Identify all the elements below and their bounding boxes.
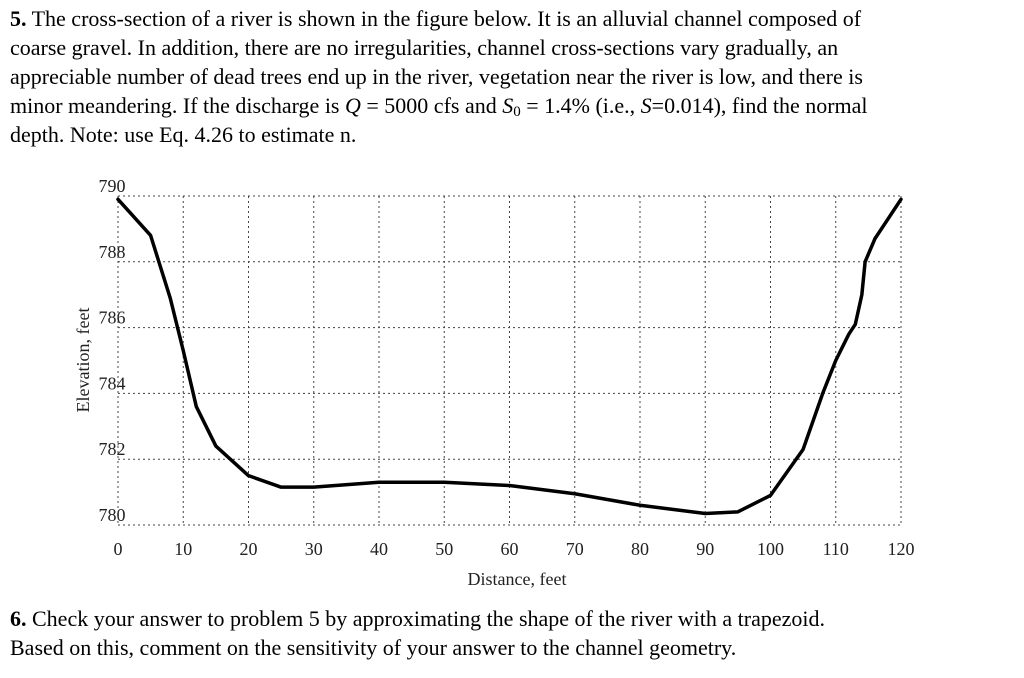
text: = 1.4% (i.e., (520, 93, 641, 118)
text-line: Based on this, comment on the sensitivit… (10, 633, 736, 662)
text: Check your answer to problem 5 by approx… (26, 606, 825, 631)
data-line (116, 197, 903, 516)
y-tick-label: 786 (99, 308, 126, 328)
x-tick-label: 120 (888, 539, 915, 559)
x-tick-label: 60 (501, 539, 519, 559)
text: appreciable number of dead trees end up … (10, 64, 863, 89)
variable: S (640, 93, 652, 118)
text-line: appreciable number of dead trees end up … (10, 62, 863, 91)
x-tick-label: 100 (757, 539, 784, 559)
y-tick-label: 782 (99, 439, 126, 459)
text: The cross-section of a river is shown in… (26, 6, 862, 31)
x-tick-label: 10 (174, 539, 192, 559)
text-line: depth. Note: use Eq. 4.26 to estimate n. (10, 120, 356, 149)
y-axis-label: Elevation, feet (73, 308, 93, 413)
text-line: 5. The cross-section of a river is shown… (10, 4, 861, 33)
y-tick-label: 784 (99, 373, 126, 393)
y-tick-label: 780 (99, 505, 126, 525)
y-tick-label: 788 (99, 242, 126, 262)
x-tick-label: 50 (435, 539, 453, 559)
problem-number: 6. (10, 606, 27, 631)
text-line: minor meandering. If the discharge is Q … (10, 91, 868, 127)
problem-number: 5. (10, 6, 27, 31)
x-tick-label: 40 (370, 539, 388, 559)
x-axis-label: Distance, feet (468, 569, 567, 589)
text: depth. Note: use Eq. 4.26 to estimate n. (10, 122, 357, 147)
x-tick-label: 30 (305, 539, 323, 559)
text: = 5000 cfs and (360, 93, 503, 118)
variable: S (502, 93, 514, 118)
x-tick-label: 110 (823, 539, 849, 559)
variable: Q (345, 93, 361, 118)
text: =0.014), find the normal (651, 93, 868, 118)
subscript: 0 (513, 104, 521, 120)
text: minor meandering. If the discharge is (10, 93, 345, 118)
x-tick-label: 80 (631, 539, 649, 559)
y-tick-label: 790 (99, 176, 126, 196)
text: coarse gravel. In addition, there are no… (10, 35, 839, 60)
x-tick-label: 70 (566, 539, 584, 559)
x-tick-label: 90 (696, 539, 714, 559)
text: Based on this, comment on the sensitivit… (10, 635, 737, 660)
text-line: 6. Check your answer to problem 5 by app… (10, 604, 825, 633)
x-tick-label: 20 (240, 539, 258, 559)
x-tick-label: 0 (114, 539, 123, 559)
text-line: coarse gravel. In addition, there are no… (10, 33, 838, 62)
